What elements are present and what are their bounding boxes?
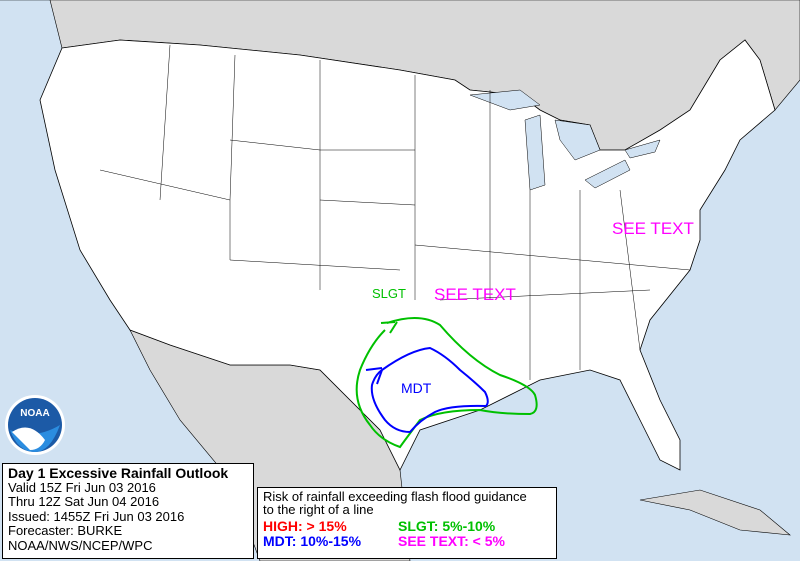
mdt-map-label: MDT bbox=[401, 380, 432, 396]
outlook-title: Day 1 Excessive Rainfall Outlook bbox=[8, 465, 229, 481]
forecaster: Forecaster: BURKE bbox=[8, 523, 123, 538]
risk-legend: Risk of rainfall exceeding flash flood g… bbox=[257, 487, 557, 559]
mdt-risk-outline bbox=[365, 346, 489, 434]
legend-mdt: MDT: 10%-15% bbox=[263, 533, 362, 549]
noaa-logo: NOAA bbox=[5, 395, 65, 455]
state-borders bbox=[99, 44, 691, 380]
thru-time: Thru 12Z Sat Jun 04 2016 bbox=[8, 494, 160, 509]
legend-slgt: SLGT: 5%-10% bbox=[398, 518, 496, 534]
svg-text:NOAA: NOAA bbox=[20, 408, 49, 419]
legend-caption: to the right of a line bbox=[263, 502, 374, 517]
issued-time: Issued: 1455Z Fri Jun 03 2016 bbox=[8, 508, 185, 524]
see-text-map-label: SEE TEXT bbox=[434, 285, 516, 304]
cuba-landmass bbox=[639, 489, 791, 536]
legend-high: HIGH: > 15% bbox=[263, 518, 347, 534]
see-text-map-label: SEE TEXT bbox=[612, 219, 694, 238]
great-lakes bbox=[469, 89, 661, 191]
slgt-risk-outline bbox=[355, 317, 538, 449]
valid-time: Valid 15Z Fri Jun 03 2016 bbox=[8, 479, 156, 495]
legend-see-text: SEE TEXT: < 5% bbox=[398, 533, 505, 549]
outlook-info-box: Day 1 Excessive Rainfall Outlook Valid 1… bbox=[2, 463, 254, 559]
agency: NOAA/NWS/NCEP/WPC bbox=[8, 537, 153, 553]
legend-caption: Risk of rainfall exceeding flash flood g… bbox=[263, 489, 527, 504]
slgt-map-label: SLGT bbox=[372, 286, 406, 301]
